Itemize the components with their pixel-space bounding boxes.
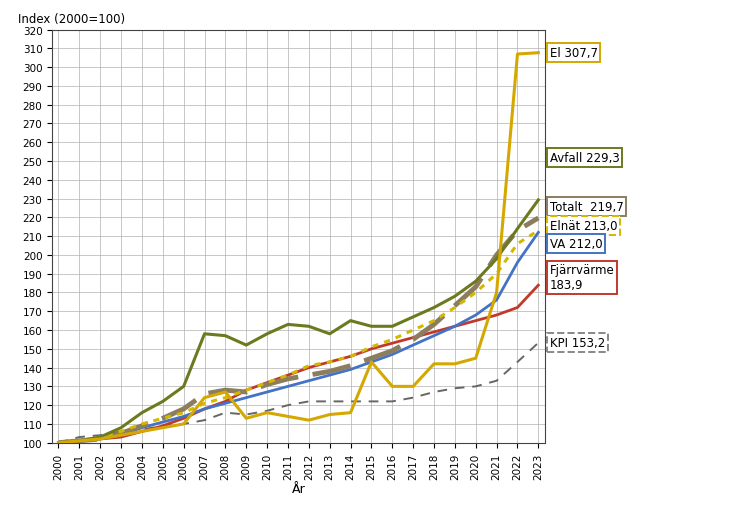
Text: Avfall 229,3: Avfall 229,3 xyxy=(550,152,619,164)
X-axis label: År: År xyxy=(292,482,305,495)
Text: Index (2000=100): Index (2000=100) xyxy=(18,13,125,26)
Text: Elnät 213,0: Elnät 213,0 xyxy=(550,220,617,233)
Text: Totalt  219,7: Totalt 219,7 xyxy=(550,200,623,213)
Text: KPI 153,2: KPI 153,2 xyxy=(550,336,605,350)
Text: Fjärrvärme
183,9: Fjärrvärme 183,9 xyxy=(550,264,614,292)
Text: VA 212,0: VA 212,0 xyxy=(550,238,602,250)
Text: El 307,7: El 307,7 xyxy=(550,47,598,60)
